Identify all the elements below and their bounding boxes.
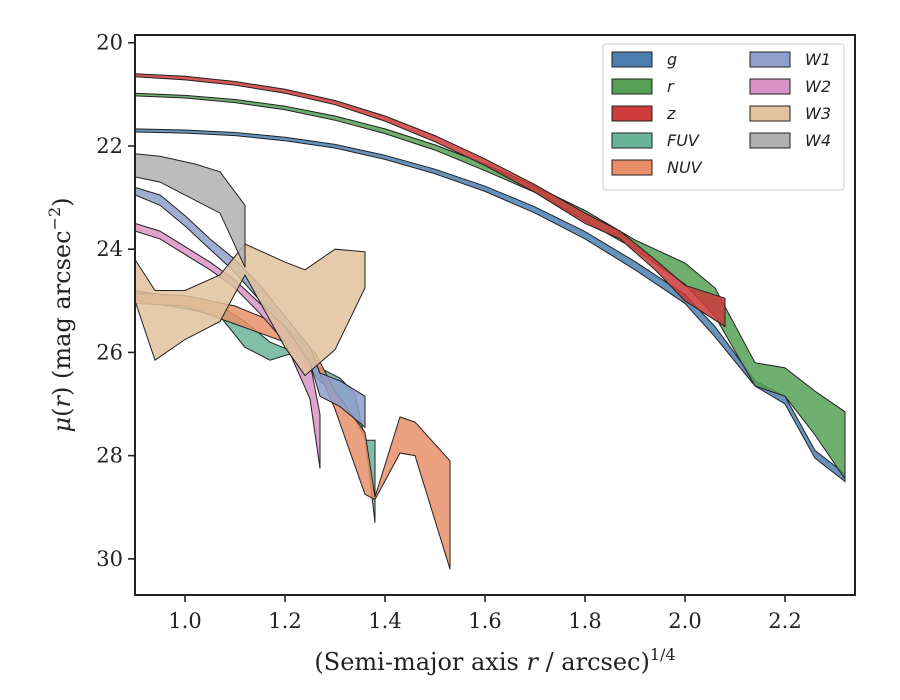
legend-label: W3 <box>805 104 831 123</box>
legend-swatch <box>749 105 791 122</box>
legend-item-w3: W3 <box>749 104 831 123</box>
x-tick-label: 1.8 <box>568 609 601 633</box>
legend-label: NUV <box>667 158 703 177</box>
x-axis-label-prefix: (Semi-major axis <box>314 648 526 676</box>
band-w2 <box>135 222 321 469</box>
legend-item-g: g <box>611 50 677 69</box>
x-tick-label: 2.2 <box>768 609 801 633</box>
legend-swatch <box>611 78 653 95</box>
y-axis-label-exponent: −2 <box>45 207 64 231</box>
legend-item-w4: W4 <box>749 131 831 150</box>
y-axis-label-end: ) <box>48 197 76 206</box>
legend-item-z: z <box>611 104 676 123</box>
y-axis-label-mu: μ <box>48 417 76 433</box>
band-r <box>135 92 846 481</box>
y-tick-label: 24 <box>96 237 123 261</box>
y-axis-label-var: r <box>48 395 76 408</box>
legend-swatch <box>611 132 653 149</box>
series-bands <box>135 73 846 570</box>
y-axis: 20 22 24 26 28 30 <box>96 31 135 571</box>
legend-label: z <box>666 104 676 123</box>
x-tick-label: 1.0 <box>168 609 201 633</box>
x-tick-label: 1.4 <box>368 609 401 633</box>
x-tick-label: 1.2 <box>268 609 301 633</box>
x-axis-label-var: r <box>526 648 539 676</box>
band-w3 <box>135 243 366 377</box>
legend-item-nuv: NUV <box>611 158 703 177</box>
y-tick-label: 26 <box>96 340 123 364</box>
legend-label: g <box>667 50 677 69</box>
legend-swatch <box>749 51 791 68</box>
band-w1 <box>135 186 366 429</box>
y-tick-label: 22 <box>96 134 123 158</box>
legend-label: r <box>667 77 675 96</box>
legend: grz FUV NUV W1 W2 W3 W4 <box>602 43 845 191</box>
legend-label: W2 <box>805 77 831 96</box>
legend-swatch <box>611 105 653 122</box>
legend-label: FUV <box>667 131 700 150</box>
x-axis-label-exponent: 1/4 <box>650 645 676 664</box>
legend-item-w1: W1 <box>749 50 831 69</box>
band-z <box>135 73 726 328</box>
legend-label: W4 <box>805 131 831 150</box>
legend-label: W1 <box>805 50 831 69</box>
x-tick-label: 2.0 <box>668 609 701 633</box>
y-axis-label-unit: (mag arcsec <box>48 230 76 379</box>
legend-swatch <box>749 78 791 95</box>
band-fuv <box>135 289 376 523</box>
y-tick-label: 30 <box>96 547 123 571</box>
legend-swatch <box>611 51 653 68</box>
band-w4 <box>135 153 246 268</box>
y-axis-title: μ(r) (mag arcsec−2) <box>45 197 76 432</box>
y-axis-label-close: ) <box>48 379 76 396</box>
legend-swatch <box>749 132 791 149</box>
legend-item-w2: W2 <box>749 77 831 96</box>
legend-item-fuv: FUV <box>611 131 700 150</box>
legend-swatch <box>611 159 653 176</box>
y-tick-label: 28 <box>96 444 123 468</box>
x-axis: 1.0 1.2 1.4 1.6 1.8 2.0 2.2 <box>168 595 802 633</box>
y-tick-label: 20 <box>96 31 123 55</box>
legend-item-r: r <box>611 77 675 96</box>
x-tick-label: 1.6 <box>468 609 501 633</box>
x-axis-title: (Semi-major axis r / arcsec)1/4 <box>314 645 675 676</box>
y-axis-label-open: ( <box>48 408 76 417</box>
plot-frame <box>134 34 856 596</box>
band-g <box>135 128 846 483</box>
x-axis-label-suffix: / arcsec) <box>538 648 650 676</box>
